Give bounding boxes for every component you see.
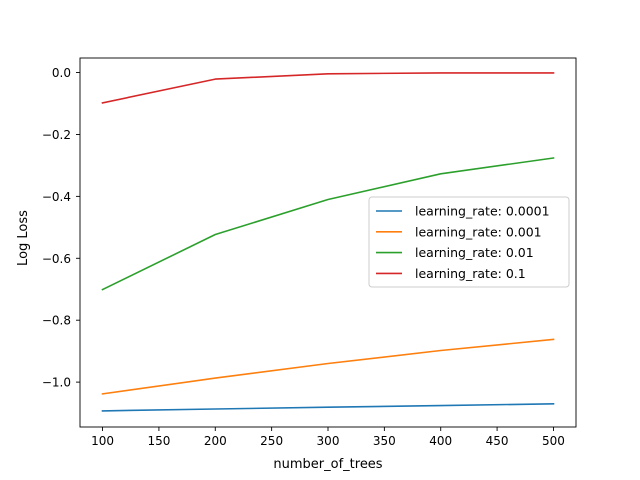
ticks: 100 150 200 250 300 350 400 450 500 0.0 −0.2 −0.4 −0… xyxy=(42,66,565,448)
x-tick-label: 150 xyxy=(147,434,170,448)
x-tick-label: 100 xyxy=(91,434,114,448)
x-tick-label: 250 xyxy=(260,434,283,448)
x-axis-label: number_of_trees xyxy=(273,457,382,472)
legend-label-2: learning_rate: 0.01 xyxy=(415,245,534,260)
y-axis-label: Log Loss xyxy=(16,210,31,266)
x-tick-label: 500 xyxy=(542,434,565,448)
y-tick-label: 0.0 xyxy=(52,66,71,80)
legend-box xyxy=(368,196,570,288)
y-tick-label: −1.0 xyxy=(42,376,71,390)
x-tick-label: 300 xyxy=(317,434,340,448)
y-tick-label: −0.2 xyxy=(42,128,71,142)
y-tick-label: −0.4 xyxy=(42,190,71,204)
y-tick-label: −0.6 xyxy=(42,252,71,266)
series-line-3 xyxy=(101,72,555,104)
legend: learning_rate: 0.0001 learning_rate: 0.00… xyxy=(368,196,570,288)
series-line-1 xyxy=(101,338,555,395)
plot-lines xyxy=(101,72,555,412)
x-tick-label: 200 xyxy=(204,434,227,448)
legend-label-1: learning_rate: 0.001 xyxy=(415,224,542,239)
y-tick-label: −0.8 xyxy=(42,314,71,328)
series-line-0 xyxy=(101,402,555,412)
series-line-2 xyxy=(101,157,555,291)
x-tick-label: 400 xyxy=(429,434,452,448)
legend-label-0: learning_rate: 0.0001 xyxy=(415,204,550,219)
legend-label-3: learning_rate: 0.1 xyxy=(415,266,526,281)
x-tick-label: 450 xyxy=(486,434,509,448)
x-tick-label: 350 xyxy=(373,434,396,448)
